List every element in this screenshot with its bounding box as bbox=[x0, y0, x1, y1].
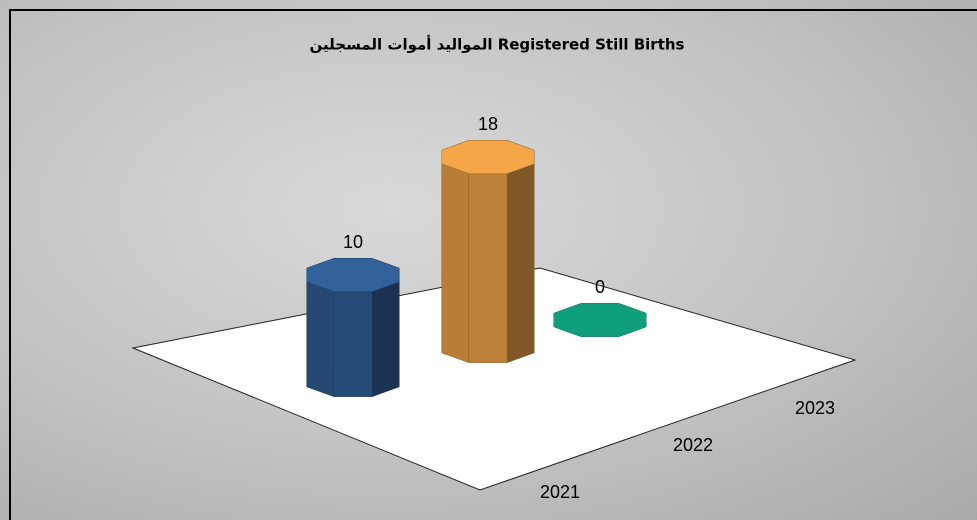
bar-side bbox=[506, 163, 535, 363]
chart-border bbox=[9, 9, 977, 520]
bar-side bbox=[333, 291, 373, 397]
bar-top bbox=[306, 258, 400, 292]
bar-side bbox=[306, 281, 335, 397]
data-label: 0 bbox=[595, 277, 605, 297]
bar bbox=[553, 303, 647, 337]
bar-side bbox=[441, 163, 470, 363]
bar-top bbox=[441, 140, 535, 174]
data-label: 10 bbox=[343, 232, 363, 252]
bar-side bbox=[468, 173, 508, 363]
data-label: 18 bbox=[478, 114, 498, 134]
chart-title: المواليد أموات المسجلين Registered Still… bbox=[310, 35, 685, 54]
x-tick-label: 2023 bbox=[795, 398, 835, 418]
bar bbox=[306, 258, 400, 397]
x-tick-label: 2022 bbox=[673, 435, 713, 455]
x-tick-label: 2021 bbox=[540, 482, 580, 502]
bar bbox=[441, 140, 535, 363]
bar-top bbox=[553, 303, 647, 337]
bar-side bbox=[371, 281, 400, 397]
